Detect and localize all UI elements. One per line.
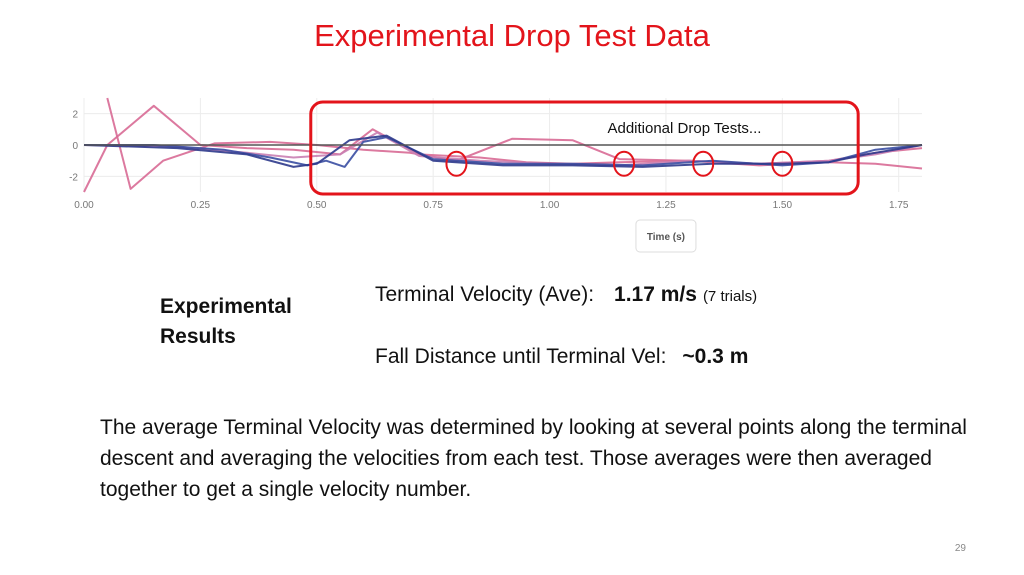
x-tick-label: 0.50 [307, 200, 327, 211]
annotation-circle [613, 150, 636, 177]
x-axis-label: Time (s) [647, 232, 685, 243]
annotation-circle [771, 150, 794, 177]
fall-distance-value: ~0.3 m [682, 345, 749, 368]
fall-distance-row: Fall Distance until Terminal Vel: ~0.3 m [375, 345, 748, 369]
terminal-velocity-label: Terminal Velocity (Ave): [375, 283, 595, 306]
terminal-velocity-row: Terminal Velocity (Ave): 1.17 m/s (7 trial… [375, 283, 757, 307]
x-tick-label: 1.00 [540, 200, 560, 211]
chart-svg: 0.00 0.25 0.50 0.75 1.00 1.25 1.50 1.75 2 0 -2 Addi… [69, 97, 923, 253]
x-axis-label-box [635, 219, 697, 253]
series-line-2 [106, 97, 923, 190]
annotation-box [309, 100, 860, 196]
x-tick-label: 0.75 [423, 200, 443, 211]
terminal-velocity-value: 1.17 m/s [614, 283, 697, 306]
x-tick-label: 1.75 [889, 200, 909, 211]
slide-title: Experimental Drop Test Data [314, 18, 710, 53]
page-number: 29 [954, 543, 966, 554]
annotation-circle [692, 150, 715, 177]
x-tick-label: 0.25 [191, 200, 211, 211]
series-line-5 [83, 134, 923, 168]
drop-test-chart: 0.00 0.25 0.50 0.75 1.00 1.25 1.50 1.75 2 0 -2 Addi… [60, 92, 940, 262]
results-heading: Experimental Results [160, 295, 292, 348]
terminal-velocity-note: (7 trials) [702, 288, 758, 305]
series-line-3 [83, 131, 923, 167]
y-tick-label: 2 [72, 110, 78, 121]
annotation-label: Additional Drop Tests... [607, 120, 761, 137]
x-tick-label: 1.50 [773, 200, 793, 211]
fall-distance-label: Fall Distance until Terminal Vel: [375, 345, 667, 368]
body-paragraph: The average Terminal Velocity was determ… [100, 416, 967, 501]
annotation-circle [445, 150, 468, 177]
y-tick-label: -2 [69, 172, 78, 183]
x-tick-label: 1.25 [656, 200, 676, 211]
x-tick-label: 0.00 [74, 200, 94, 211]
y-tick-label: 0 [72, 141, 78, 152]
